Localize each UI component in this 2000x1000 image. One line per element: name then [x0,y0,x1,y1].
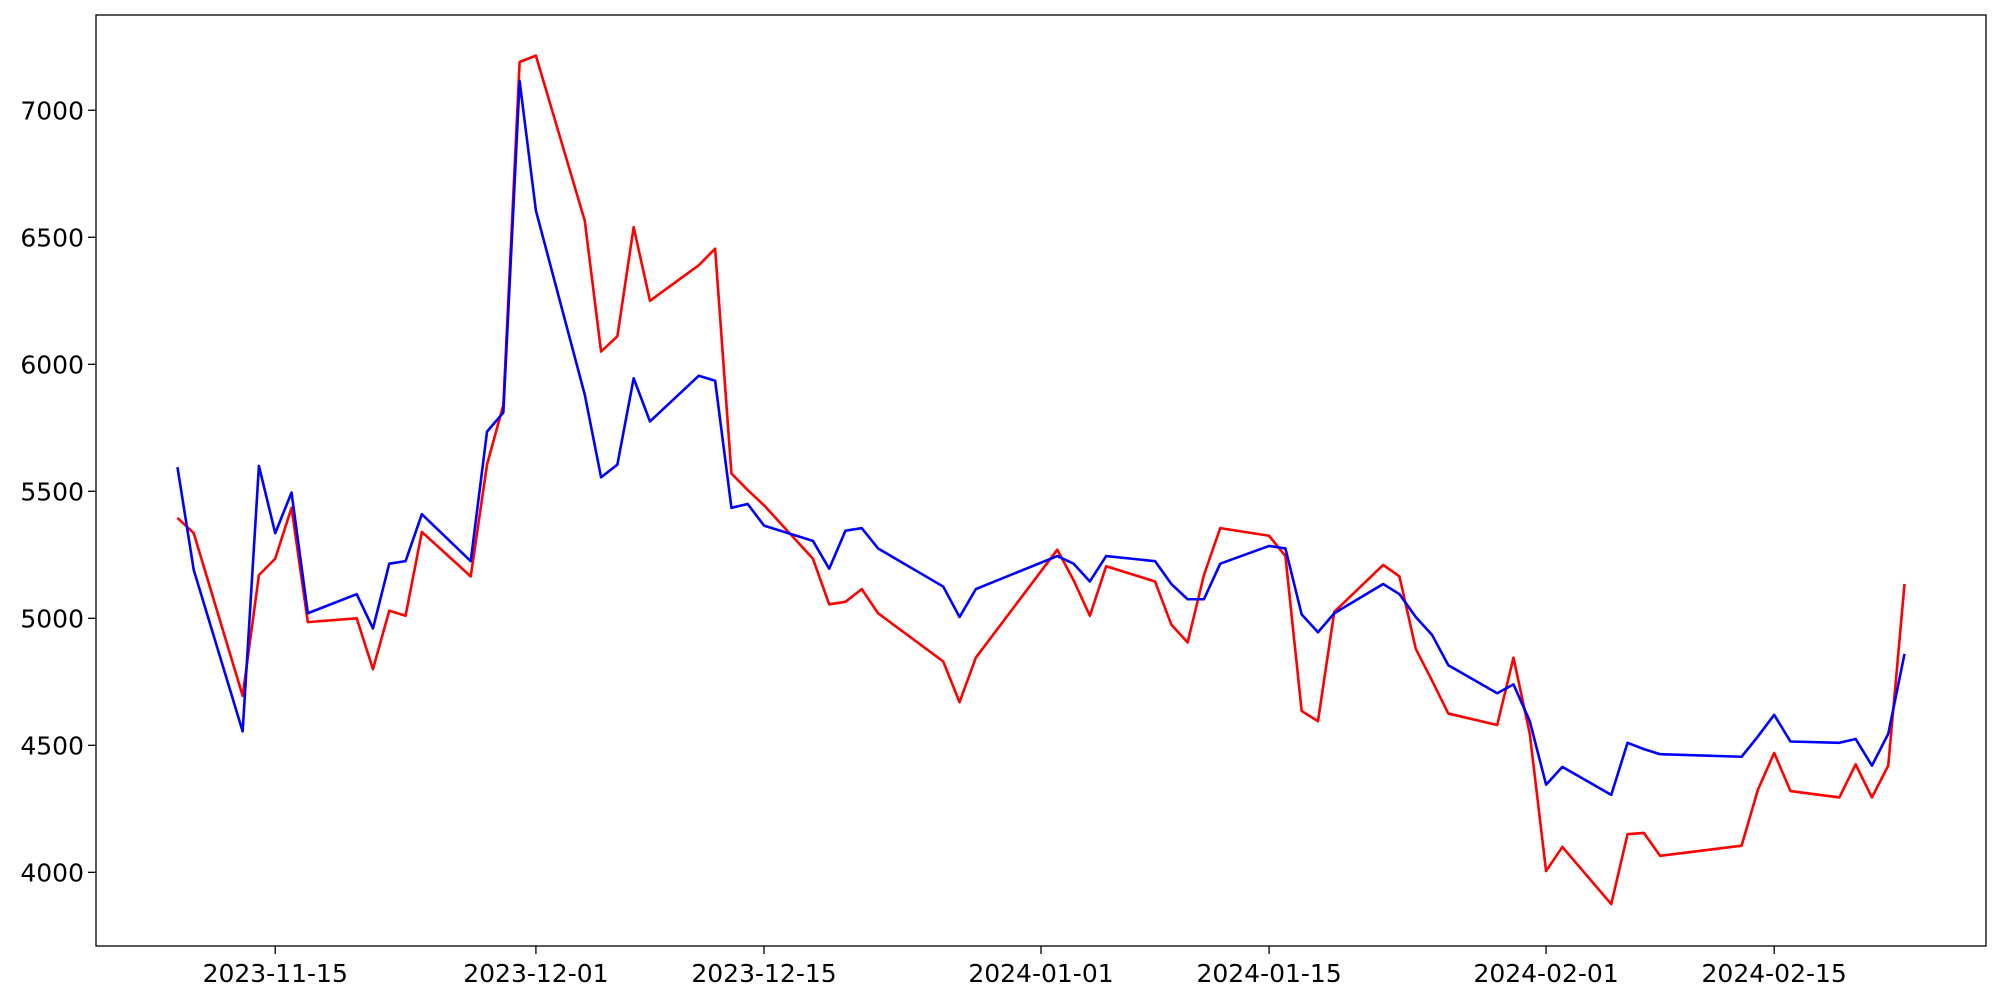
x-tick-label: 2024-01-01 [968,959,1113,988]
y-tick-label: 4500 [20,731,84,760]
x-tick-label: 2023-12-01 [463,959,608,988]
y-tick-label: 7000 [20,96,84,125]
data-line [176,54,1906,906]
x-tick-label: 2023-11-15 [203,959,348,988]
plot-frame [95,14,1987,947]
data-line [176,79,1906,797]
y-tick-label: 4000 [20,858,84,887]
x-tick-label: 2024-02-01 [1473,959,1618,988]
y-tick-label: 6000 [20,350,84,379]
y-tick-label: 5000 [20,604,84,633]
y-tick-label: 5500 [20,477,84,506]
x-tick-label: 2024-02-15 [1702,959,1847,988]
x-tick-label: 2023-12-15 [691,959,836,988]
y-tick-label: 6500 [20,223,84,252]
x-tick-label: 2024-01-15 [1196,959,1341,988]
